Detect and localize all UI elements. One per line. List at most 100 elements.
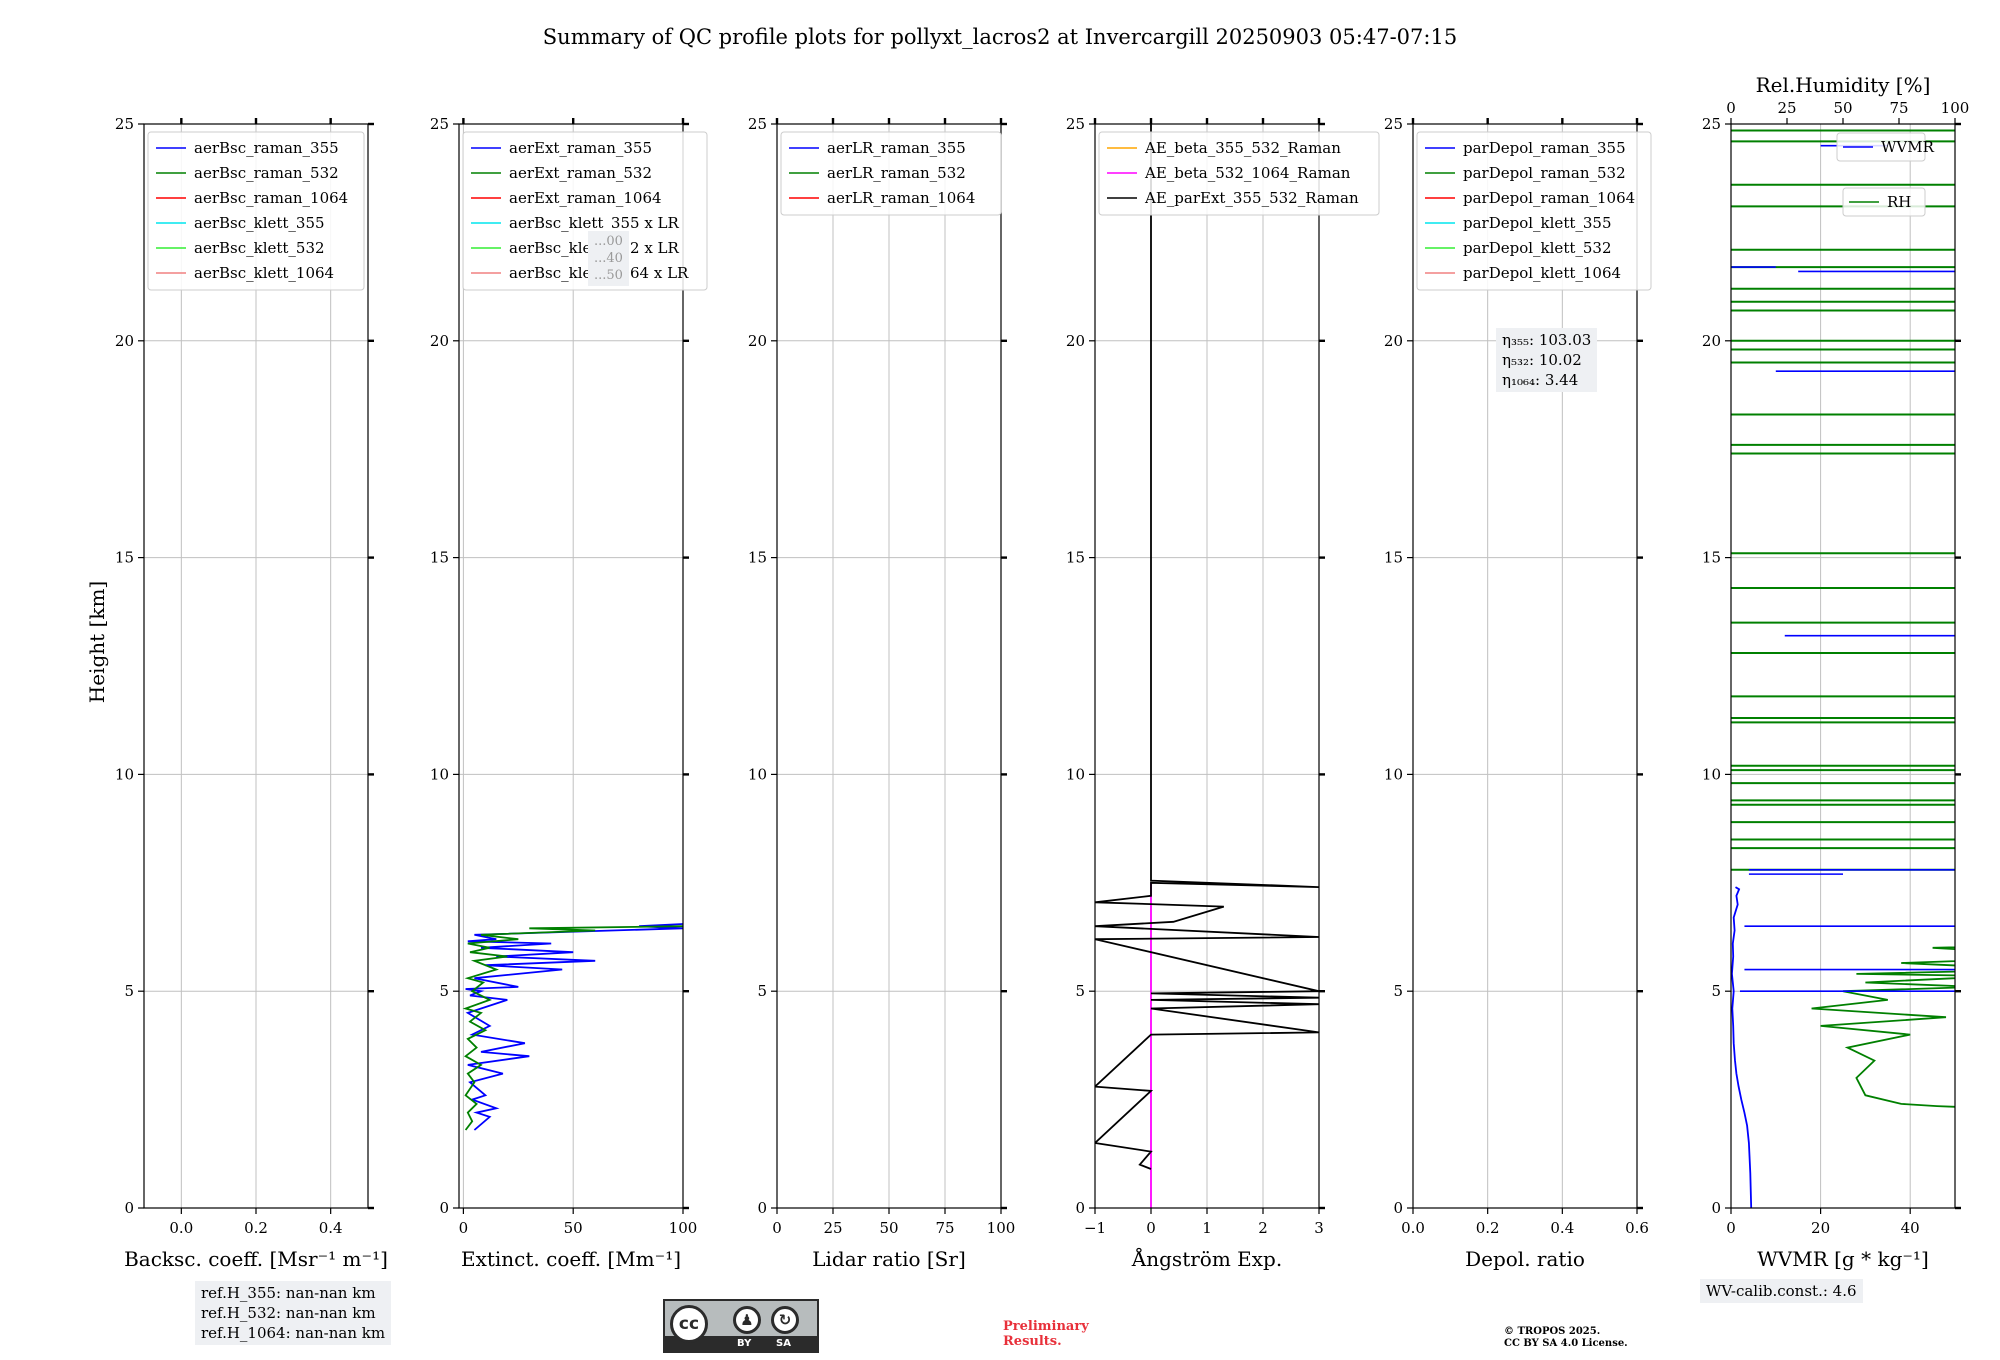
y-tick-label: 20: [115, 332, 134, 350]
legend-label: aerLR_raman_1064: [827, 189, 975, 207]
x-tick-label: 0: [1146, 1219, 1156, 1237]
series-line-RH: [1811, 946, 1955, 1108]
x-tick-label: 0.0: [1401, 1219, 1425, 1237]
legend-label: aerLR_raman_532: [827, 164, 966, 182]
preliminary-line-1: Preliminary: [1003, 1319, 1089, 1334]
x-tick-label: 100: [987, 1219, 1016, 1237]
legend-label: aerLR_raman_355: [827, 139, 966, 157]
by-person-icon: ♟: [733, 1306, 761, 1334]
x-tick-label: 50: [564, 1219, 583, 1237]
y-tick-label: 0: [757, 1199, 767, 1217]
x2-axis-label: Rel.Humidity [%]: [1756, 73, 1931, 97]
y-tick-label: 0: [124, 1199, 134, 1217]
y-tick-label: 20: [430, 332, 449, 350]
y-tick-label: 0: [1711, 1199, 1721, 1217]
copyright-note: © TROPOS 2025. CC BY SA 4.0 License.: [1504, 1326, 1628, 1350]
y-tick-label: 10: [748, 765, 767, 783]
axes-frame: [1412, 123, 1638, 1209]
by-label: BY: [737, 1338, 752, 1349]
legend-label: aerExt_raman_532: [509, 164, 652, 182]
series-line-AE_parExt_355_532_Raman: [1095, 124, 1319, 1170]
y-tick-label: 20: [1384, 332, 1403, 350]
cc-by-sa-badge: cc ♟ ↻ BY SA: [663, 1299, 819, 1353]
series-group: [1095, 124, 1319, 1208]
series-group: [462, 923, 683, 1131]
legend-label: aerBsc_klett_532: [194, 239, 325, 257]
x-tick-label: 2: [1258, 1219, 1268, 1237]
legend-label: aerBsc_klett_1064: [194, 264, 334, 282]
x2-tick-label: 0: [1726, 99, 1736, 117]
y-tick-label: 25: [1702, 115, 1721, 133]
y-tick-label: 25: [115, 115, 134, 133]
y-tick-label: 15: [1384, 549, 1403, 567]
reference-height-box: ref.H_355: nan-nan km ref.H_532: nan-nan…: [195, 1281, 392, 1345]
ref-h-532: ref.H_532: nan-nan km: [201, 1304, 376, 1322]
y-tick-label: 20: [1702, 332, 1721, 350]
legend-label: aerExt_raman_1064: [509, 189, 662, 207]
x-axis-label: WVMR [g * kg⁻¹]: [1757, 1247, 1929, 1271]
legend-label: aerBsc_raman_355: [194, 139, 339, 157]
sa-share-icon: ↻: [771, 1306, 799, 1334]
preliminary-results-note: Preliminary Results.: [1003, 1319, 1089, 1349]
copyright-line-1: © TROPOS 2025.: [1504, 1326, 1601, 1337]
legend-box: [780, 131, 1002, 216]
panel-bsc: 0 5 10 15 20 25 0.0 0.2 0.4 Backsc. coeff. [Msr⁻¹…: [115, 115, 388, 1271]
x-axis-label: Extinct. coeff. [Mm⁻¹]: [461, 1247, 681, 1271]
legend-label: AE_beta_355_532_Raman: [1144, 139, 1341, 157]
y-tick-label: 10: [1384, 765, 1403, 783]
x-tick-label: 3: [1314, 1219, 1324, 1237]
eta-532: η₅₃₂: 10.02: [1502, 351, 1582, 369]
legend-label: parDepol_raman_532: [1463, 164, 1626, 182]
y-tick-label: 20: [748, 332, 767, 350]
x-axis-label: Depol. ratio: [1465, 1247, 1585, 1271]
eta-annotation: η₃₅₅: 103.03 η₅₃₂: 10.02 η₁₀₆₄: 3.44: [1496, 328, 1598, 392]
x-axis-label: Backsc. coeff. [Msr⁻¹ m⁻¹]: [124, 1247, 388, 1271]
legend-label: aerBsc_raman_532: [194, 164, 339, 182]
y-tick-label: 0: [1075, 1199, 1085, 1217]
cc-icon: cc: [670, 1305, 708, 1343]
y-tick-label: 25: [748, 115, 767, 133]
x-tick-label: 25: [823, 1219, 842, 1237]
x-tick-label: 50: [879, 1219, 898, 1237]
y-tick-label: 10: [115, 765, 134, 783]
y-axis-label: Height [km]: [85, 581, 109, 703]
x-tick-label: 0.6: [1625, 1219, 1649, 1237]
legend-label: aerExt_raman_355: [509, 139, 652, 157]
legend-label: parDepol_raman_355: [1463, 139, 1626, 157]
cc-badge-bar: [665, 1336, 817, 1351]
x2-tick-label: 100: [1941, 99, 1970, 117]
panel-lr: 0 5 10 15 20 25 0 25 50 75 100 Lidar ratio [Sr] aerL…: [748, 115, 1015, 1271]
x2-tick-label: 75: [1889, 99, 1908, 117]
x-tick-label: 75: [935, 1219, 954, 1237]
y-tick-label: 15: [1702, 549, 1721, 567]
y-tick-label: 15: [430, 549, 449, 567]
y-tick-label: 15: [1066, 549, 1085, 567]
x-tick-label: 1: [1202, 1219, 1212, 1237]
eta-355: η₃₅₅: 103.03: [1502, 331, 1592, 349]
legend-label: parDepol_klett_1064: [1463, 264, 1621, 282]
wv-calib-box: WV-calib.const.: 4.6: [1700, 1279, 1863, 1303]
x2-tick-label: 50: [1833, 99, 1852, 117]
legend-label: AE_beta_532_1064_Raman: [1144, 164, 1351, 182]
y-tick-label: 20: [1066, 332, 1085, 350]
ref-h-1064: ref.H_1064: nan-nan km: [201, 1324, 386, 1342]
panel-wv: 0 5 10 15 20 25 0 20 40 WVMR [g * kg⁻¹] 0 25 50 75 100…: [1702, 73, 1970, 1271]
x-tick-label: 100: [669, 1219, 698, 1237]
ref-h-355: ref.H_355: nan-nan km: [201, 1284, 376, 1302]
legend-label: parDepol_raman_1064: [1463, 189, 1635, 207]
ext-hidden-line: ...00: [594, 234, 623, 249]
sa-label: SA: [776, 1338, 791, 1349]
series-group: [1731, 129, 1955, 1208]
y-tick-label: 10: [1702, 765, 1721, 783]
preliminary-line-2: Results.: [1003, 1334, 1062, 1349]
ext-hidden-line: ...40: [594, 251, 623, 266]
x-tick-label: 0.4: [319, 1219, 343, 1237]
legend: aerBsc_raman_355 aerBsc_raman_532 aerBsc_r…: [147, 131, 365, 291]
series-line-WVMR: [1731, 886, 1753, 1208]
ext-hidden-annotation: ...00 ...40 ...50: [588, 231, 629, 286]
legend-box: [462, 131, 708, 291]
y-tick-label: 10: [1066, 765, 1085, 783]
x-tick-label: 0: [1726, 1219, 1736, 1237]
series-line-aerExt_raman_532: [462, 925, 683, 1131]
